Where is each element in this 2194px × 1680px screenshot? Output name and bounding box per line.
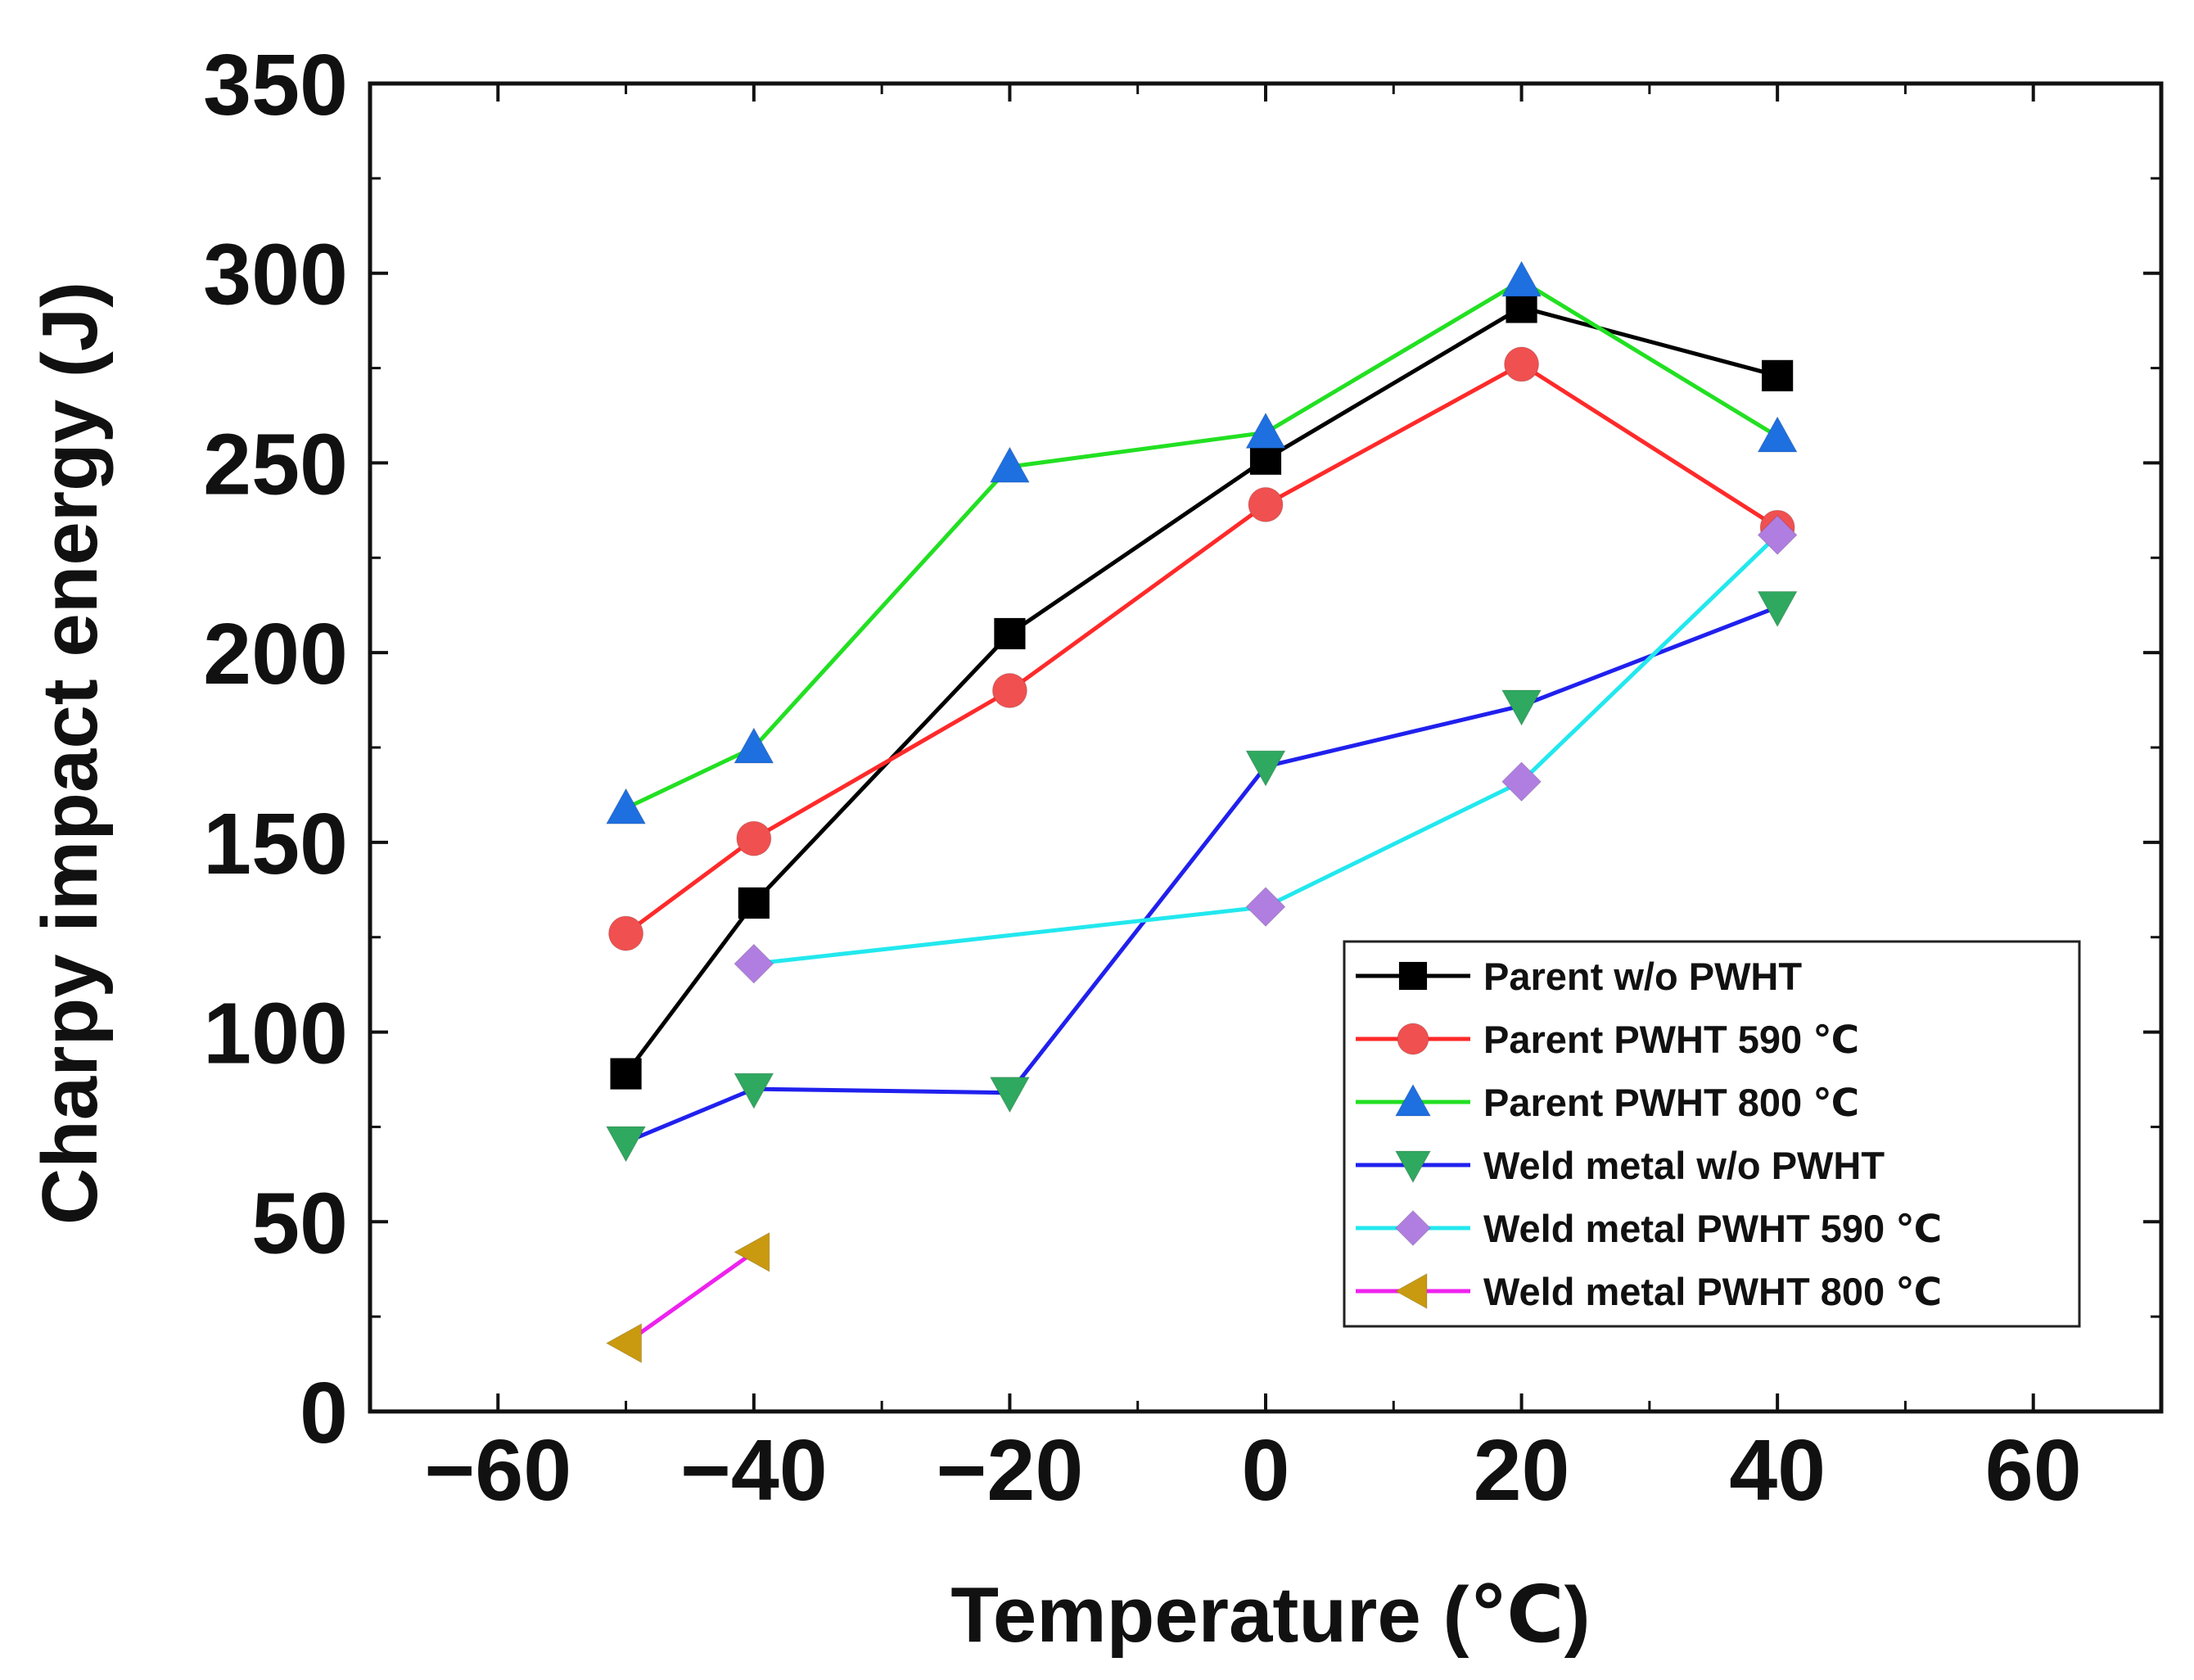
data-point-weld-metal-pwht-590 — [734, 943, 774, 984]
legend-label-parent-w-o-pwht: Parent w/o PWHT — [1483, 955, 1802, 998]
y-tick-label: 100 — [203, 986, 348, 1082]
data-point-weld-metal-w-o-pwht — [1245, 750, 1286, 787]
data-point-parent-pwht-800 — [1245, 412, 1286, 449]
data-point-parent-w-o-pwht — [1249, 443, 1282, 476]
data-point-parent-pwht-800 — [1757, 416, 1798, 453]
legend-label-parent-pwht-800: Parent PWHT 800 ℃ — [1483, 1081, 1859, 1124]
series-line-weld-metal-w-o-pwht — [625, 605, 1779, 1145]
data-point-parent-pwht-590 — [608, 915, 644, 951]
x-tick-label: −40 — [680, 1422, 828, 1519]
y-tick-label: 350 — [203, 37, 348, 133]
legend-marker-parent-pwht-800 — [1394, 1083, 1432, 1117]
x-tick-label: 0 — [1242, 1422, 1290, 1519]
legend-marker-weld-metal-pwht-800 — [1394, 1272, 1428, 1310]
y-tick-label: 200 — [203, 606, 348, 702]
data-point-parent-pwht-800 — [1501, 260, 1542, 297]
data-point-weld-metal-pwht-590 — [1757, 515, 1798, 555]
y-tick-label: 300 — [203, 227, 348, 323]
legend-label-parent-pwht-590: Parent PWHT 590 ℃ — [1483, 1018, 1859, 1061]
legend-label-weld-metal-w-o-pwht: Weld metal w/o PWHT — [1483, 1144, 1885, 1187]
data-point-parent-pwht-800 — [605, 788, 647, 824]
legend-marker-parent-w-o-pwht — [1398, 961, 1428, 991]
legend-box — [1343, 940, 2081, 1328]
data-point-parent-pwht-590 — [991, 672, 1027, 708]
series-line-parent-pwht-590 — [625, 362, 1779, 936]
series-lines — [624, 278, 1779, 1345]
y-tick-label: 150 — [203, 796, 348, 892]
series-line-parent-pwht-800 — [625, 278, 1779, 811]
x-tick-label: 60 — [1985, 1422, 2082, 1519]
data-point-parent-pwht-590 — [1248, 486, 1284, 522]
data-point-weld-metal-w-o-pwht — [605, 1126, 647, 1163]
y-tick-label: 250 — [203, 416, 348, 513]
series-line-parent-w-o-pwht — [624, 305, 1778, 1076]
data-point-weld-metal-pwht-590 — [1245, 887, 1286, 928]
series-line-weld-metal-pwht-590 — [753, 533, 1779, 966]
data-point-parent-pwht-590 — [1504, 346, 1540, 382]
data-point-parent-w-o-pwht — [610, 1058, 643, 1091]
tick-labels: −60 −40 −20 0 20 40 60 0 50 100 150 200 250 300 350 — [203, 37, 2082, 1519]
legend-marker-parent-pwht-590 — [1397, 1023, 1429, 1055]
legend-marker-weld-metal-w-o-pwht — [1394, 1150, 1432, 1184]
legend-label-weld-metal-pwht-590: Weld metal PWHT 590 ℃ — [1483, 1207, 1942, 1250]
data-point-weld-metal-w-o-pwht — [1757, 591, 1798, 628]
x-tick-label: 20 — [1474, 1422, 1570, 1519]
legend-label-weld-metal-pwht-800: Weld metal PWHT 800 ℃ — [1483, 1270, 1942, 1313]
axis-ticks — [370, 82, 2161, 1413]
x-tick-label: −60 — [424, 1422, 571, 1519]
data-point-parent-w-o-pwht — [1761, 359, 1794, 392]
legend-marker-weld-metal-pwht-590 — [1395, 1210, 1431, 1246]
data-point-parent-w-o-pwht — [993, 617, 1026, 650]
y-axis-title: Charpy impact energy (J) — [26, 282, 114, 1225]
y-tick-label: 0 — [300, 1365, 348, 1461]
data-point-parent-pwht-800 — [989, 446, 1031, 483]
series-markers — [605, 260, 1798, 1364]
data-point-parent-w-o-pwht — [1506, 291, 1538, 323]
data-point-weld-metal-pwht-800 — [605, 1322, 643, 1364]
data-point-weld-metal-pwht-590 — [1501, 761, 1542, 802]
x-tick-label: −20 — [937, 1422, 1084, 1519]
data-point-weld-metal-w-o-pwht — [989, 1077, 1031, 1113]
data-point-weld-metal-w-o-pwht — [1501, 689, 1542, 726]
data-point-parent-pwht-800 — [734, 727, 774, 764]
x-axis-title: Temperature (℃) — [950, 1571, 1590, 1659]
y-tick-label: 50 — [251, 1175, 348, 1271]
data-point-weld-metal-w-o-pwht — [734, 1073, 774, 1109]
series-line-weld-metal-pwht-800 — [625, 1250, 756, 1345]
data-point-parent-pwht-590 — [736, 820, 772, 856]
data-point-parent-w-o-pwht — [738, 887, 770, 919]
x-tick-label: 40 — [1729, 1422, 1826, 1519]
legend: Parent w/o PWHT Parent PWHT 590 ℃ Parent P… — [1343, 940, 2081, 1328]
data-point-weld-metal-pwht-800 — [734, 1231, 770, 1272]
